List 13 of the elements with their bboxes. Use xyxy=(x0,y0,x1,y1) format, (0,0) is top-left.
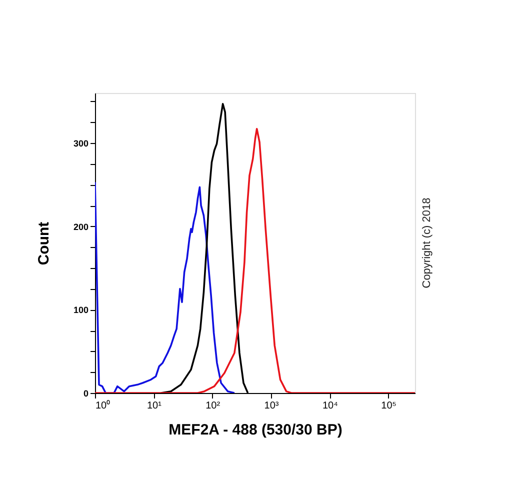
y-tick-label: 0 xyxy=(83,388,88,398)
y-axis-title: Count xyxy=(35,222,52,266)
text: Copyright (c) 2018 xyxy=(421,198,433,288)
y-tick-label: 100 xyxy=(73,305,88,316)
x-tick-label: 10¹ xyxy=(146,400,162,412)
x-tick-label: 10² xyxy=(206,400,221,412)
x-tick-label: 10⁵ xyxy=(381,400,396,412)
x-tick-label: 10³ xyxy=(264,400,280,412)
y-tick-label: 300 xyxy=(73,138,88,148)
x-tick-label: 10⁰ xyxy=(96,400,111,412)
x-axis-title: MEF2A - 488 (530/30 BP) xyxy=(168,422,342,438)
y-tick-label: 200 xyxy=(73,222,88,232)
x-tick-label: 10⁴ xyxy=(322,400,338,412)
